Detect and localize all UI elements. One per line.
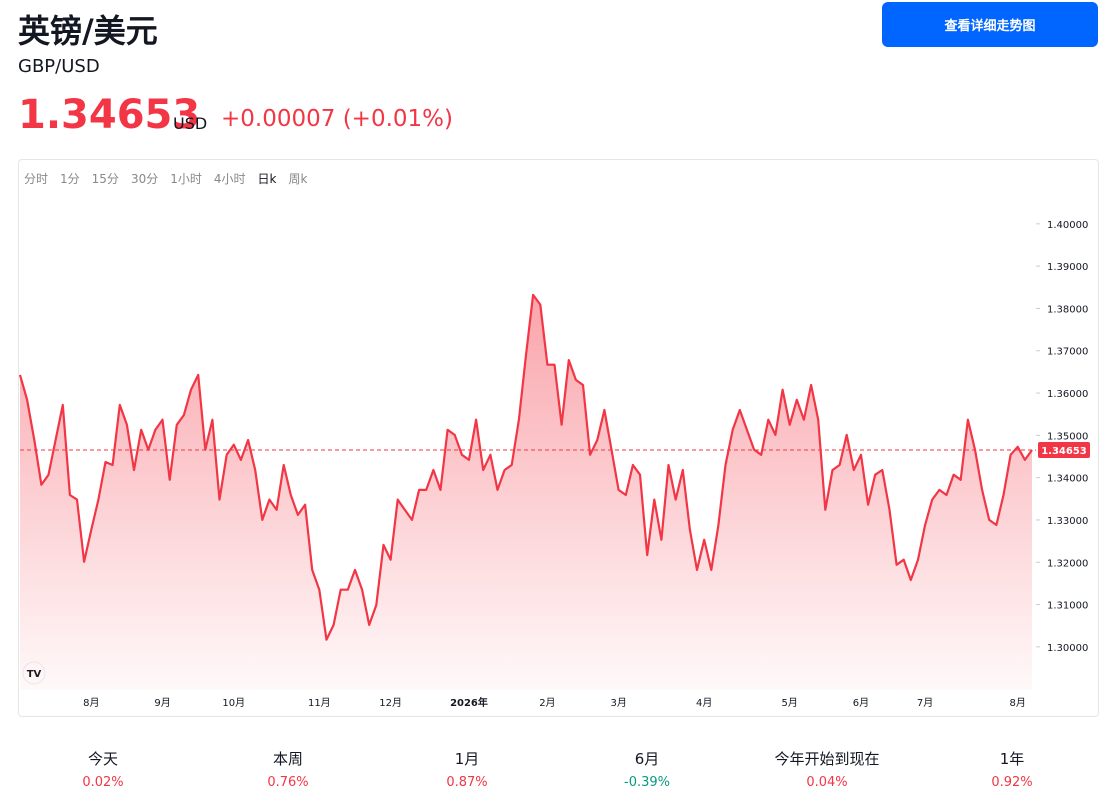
interval-tab[interactable]: 30分 [130, 172, 159, 186]
interval-tab[interactable]: 1小时 [170, 172, 202, 186]
title: 英镑/美元 [18, 12, 158, 50]
performance-value: 0.92% [991, 775, 1033, 790]
performance-value: -0.39% [624, 775, 670, 790]
y-tick-label: 1.35000 [1047, 431, 1088, 442]
performance-item: 今年开始到现在 0.04% [737, 748, 917, 790]
x-tick-label: 9月 [154, 697, 170, 709]
currency: USD [173, 114, 208, 133]
x-tick-label: 7月 [917, 697, 933, 709]
chart-panel [18, 159, 1099, 717]
x-tick-label: 2026年 [450, 696, 488, 709]
last-price-tag [1038, 442, 1090, 459]
x-tick-label: 3月 [610, 697, 626, 709]
x-tick-label: 12月 [379, 697, 402, 709]
x-tick-label: 10月 [222, 697, 245, 709]
performance-label: 今天 [87, 750, 118, 768]
y-tick-label: 1.31000 [1047, 601, 1088, 612]
y-tick-label: 1.32000 [1047, 558, 1088, 569]
interval-tab[interactable]: 4小时 [213, 172, 246, 186]
y-tick-label: 1.39000 [1047, 262, 1088, 273]
performance-label: 1月 [454, 750, 480, 768]
x-tick-label: 8月 [83, 697, 99, 709]
performance-item: 6月 -0.39% [557, 748, 737, 790]
performance-item: 本周 0.76% [198, 748, 378, 790]
x-tick-label: 8月 [1010, 697, 1026, 709]
interval-tab[interactable]: 15分 [91, 172, 119, 186]
performance-label: 6月 [634, 750, 660, 768]
y-tick-label: 1.34000 [1047, 474, 1088, 485]
line [18, 293, 1033, 641]
change: +0.00007 (+0.01%) [221, 106, 453, 132]
interval-tab[interactable]: 1分 [60, 172, 80, 186]
performance-item: 今天 0.02% [13, 748, 193, 790]
interval-tab[interactable]: 周k [288, 172, 308, 186]
y-tick-label: 1.33000 [1047, 516, 1088, 527]
y-tick-label: 1.37000 [1047, 347, 1088, 358]
interval-tab[interactable]: 分时 [24, 172, 49, 186]
x-tick-label: 4月 [696, 697, 712, 709]
performance-item: 1年 0.92% [922, 748, 1102, 790]
y-tick-label: 1.30000 [1047, 643, 1088, 654]
performance-label: 本周 [272, 750, 303, 768]
price: 1.34653 [18, 92, 201, 138]
x-tick-label: 11月 [308, 697, 331, 709]
detail-button[interactable]: 查看详细走势图 [882, 2, 1098, 47]
y-tick-label: 1.40000 [1047, 220, 1088, 231]
performance-value: 0.87% [446, 775, 488, 790]
last-price-label: 1.34653 [1041, 446, 1087, 457]
x-tick-label: 5月 [782, 697, 798, 709]
x-tick-label: 6月 [853, 697, 869, 709]
performance-item: 1月 0.87% [377, 748, 557, 790]
performance-value: 0.02% [82, 775, 124, 790]
performance-label: 今年开始到现在 [774, 750, 880, 768]
performance-value: 0.76% [267, 775, 309, 790]
y-tick-label: 1.36000 [1047, 389, 1088, 400]
y-tick-label: 1.38000 [1047, 304, 1088, 315]
area [20, 294, 1032, 690]
performance-label: 1年 [999, 750, 1025, 768]
performance-value: 0.04% [806, 775, 848, 790]
interval-tab[interactable]: 日k [257, 172, 277, 186]
subtitle: GBP/USD [18, 56, 100, 77]
x-tick-label: 2月 [539, 697, 555, 709]
interval-tabs: 分时 1分 15分 30分 1小时 4小时 日k 周k [24, 170, 307, 187]
